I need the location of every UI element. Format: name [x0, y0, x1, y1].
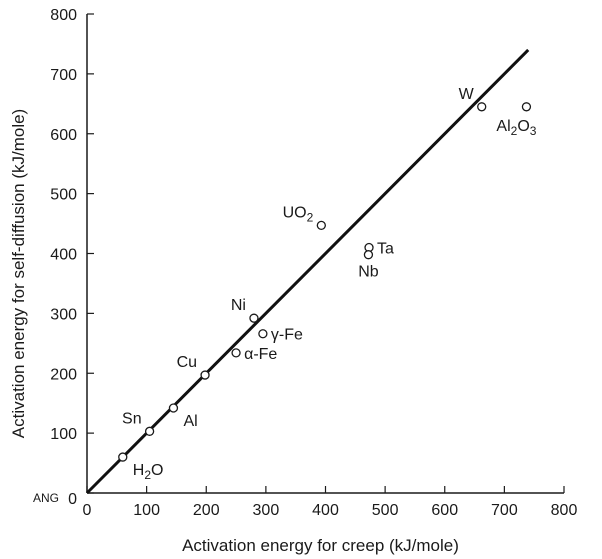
point-label: UO2 — [283, 204, 314, 224]
y-tick-label: 0 — [68, 491, 77, 508]
point-labels: H2O Sn Al Cu α-Fe γ-Fe Ni UO2 Ta Nb W Al2O3 — [122, 86, 537, 482]
data-point — [249, 313, 259, 323]
point-label: Ta — [377, 241, 394, 258]
data-point — [231, 348, 241, 358]
data-points — [118, 102, 532, 462]
data-point — [521, 102, 532, 112]
data-point — [118, 452, 128, 462]
y-axis-title: Activation energy for self-diffusion (kJ… — [9, 109, 28, 438]
y-tick-label: 400 — [50, 247, 77, 264]
y-tick-label: 700 — [50, 67, 77, 84]
data-point — [477, 102, 487, 112]
point-label: γ-Fe — [271, 327, 303, 344]
data-point — [316, 220, 326, 231]
point-label: Sn — [122, 410, 142, 427]
point-label: Cu — [177, 354, 197, 371]
y-tick-label: 600 — [50, 127, 77, 144]
y-tick-label: 200 — [50, 366, 77, 383]
data-point — [363, 250, 374, 260]
x-tick-label: 800 — [551, 502, 578, 519]
x-tick-label: 700 — [491, 502, 518, 519]
data-point — [258, 329, 268, 339]
x-tick-label: 400 — [312, 502, 339, 519]
fit-line — [85, 48, 530, 495]
axes: 0 100 200 300 400 500 600 700 800 100 200 300 400 500… — [50, 7, 577, 519]
x-axis-title: Activation energy for creep (kJ/mole) — [182, 536, 459, 555]
point-label: Al — [183, 413, 197, 430]
x-tick-label: 0 — [83, 502, 92, 519]
data-point — [200, 370, 210, 380]
data-point — [168, 403, 179, 413]
data-point — [144, 426, 155, 436]
fit-line-group — [85, 48, 530, 495]
point-label: Nb — [358, 264, 379, 281]
x-tick-label: 300 — [253, 502, 280, 519]
point-label: Ni — [231, 297, 246, 314]
y-tick-label: 100 — [50, 426, 77, 443]
point-label: Al2O3 — [496, 118, 536, 138]
corner-label: ANG — [33, 491, 59, 505]
x-tick-label: 600 — [431, 502, 458, 519]
y-tick-label: 800 — [50, 7, 77, 24]
point-label: α-Fe — [244, 346, 277, 363]
point-label: W — [459, 86, 475, 103]
y-tick-label: 300 — [50, 306, 77, 323]
point-label: H2O — [133, 462, 164, 482]
x-tick-label: 500 — [372, 502, 399, 519]
y-tick-label: 500 — [50, 187, 77, 204]
x-tick-label: 200 — [193, 502, 220, 519]
x-tick-label: 100 — [133, 502, 160, 519]
